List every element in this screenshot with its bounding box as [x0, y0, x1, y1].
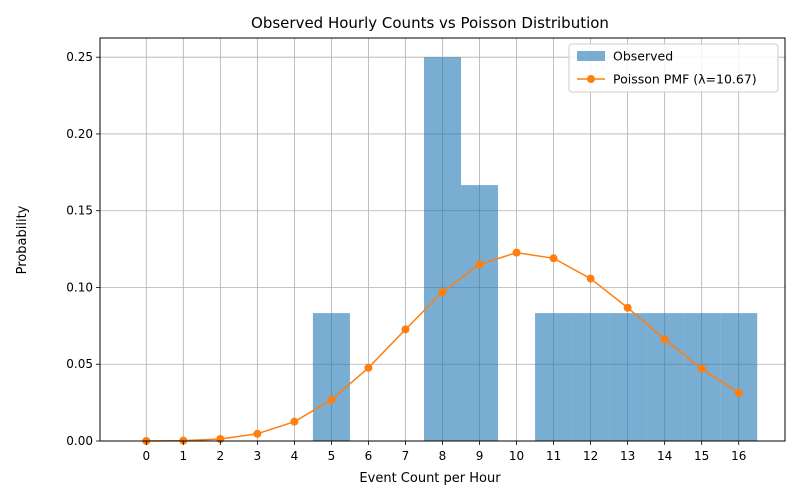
legend-swatch-poisson-marker [587, 75, 595, 83]
x-tick-label: 15 [694, 449, 709, 463]
poisson-pmf-point [438, 288, 447, 297]
x-tick-label: 14 [657, 449, 672, 463]
x-tick-label: 1 [179, 449, 187, 463]
tick-layer: 0 1 2 3 4 5 6 7 8 9 10 11 12 13 14 15 160.000.050.100.15… [66, 50, 746, 463]
x-tick-label: 13 [620, 449, 635, 463]
x-tick-label: 9 [476, 449, 484, 463]
x-tick-label: 6 [365, 449, 373, 463]
x-tick-label: 11 [546, 449, 561, 463]
bar-layer [312, 57, 758, 441]
y-tick-label: 0.00 [66, 434, 93, 448]
y-tick-label: 0.15 [66, 204, 93, 218]
y-axis-label: Probability [15, 205, 30, 274]
x-axis-label: Event Count per Hour [359, 471, 501, 486]
x-tick-label: 2 [217, 449, 225, 463]
legend-label: Observed [613, 49, 673, 64]
poisson-pmf-point [549, 254, 558, 263]
observed-bar [461, 185, 499, 441]
x-tick-label: 5 [328, 449, 336, 463]
poisson-pmf-point [401, 325, 410, 334]
poisson-pmf-point [623, 303, 632, 312]
y-tick-label: 0.25 [66, 50, 93, 64]
x-tick-label: 10 [509, 449, 524, 463]
observed-bar [423, 57, 462, 441]
poisson-pmf-point [660, 335, 669, 344]
legend-label: Poisson PMF (λ=10.67) [613, 72, 757, 87]
x-tick-label: 3 [254, 449, 262, 463]
y-tick-label: 0.20 [66, 127, 93, 141]
x-tick-label: 8 [439, 449, 447, 463]
poisson-pmf-point [475, 260, 484, 269]
poisson-pmf-point [253, 429, 262, 438]
observed-bar [572, 313, 610, 441]
observed-bar [312, 313, 350, 441]
x-tick-label: 0 [142, 449, 150, 463]
chart-title: Observed Hourly Counts vs Poisson Distri… [251, 14, 609, 32]
poisson-pmf-point [327, 395, 336, 404]
x-tick-label: 12 [583, 449, 598, 463]
legend: Observed Poisson PMF (λ=10.67) [568, 43, 779, 93]
observed-bar [720, 313, 758, 441]
observed-bar [609, 313, 647, 441]
poisson-pmf-point [512, 248, 521, 257]
y-tick-label: 0.10 [66, 280, 93, 294]
y-tick-label: 0.05 [66, 357, 93, 371]
legend-box [568, 43, 779, 93]
observed-bar [646, 313, 684, 441]
poisson-pmf-point [364, 363, 373, 372]
poisson-pmf-point [586, 274, 595, 283]
observed-bar [535, 313, 573, 441]
poisson-pmf-point [734, 388, 743, 397]
legend-swatch-observed [577, 51, 605, 61]
x-tick-label: 4 [291, 449, 299, 463]
x-tick-label: 7 [402, 449, 410, 463]
x-tick-label: 16 [731, 449, 746, 463]
poisson-pmf-point [697, 364, 706, 373]
poisson-pmf-point [290, 417, 299, 426]
